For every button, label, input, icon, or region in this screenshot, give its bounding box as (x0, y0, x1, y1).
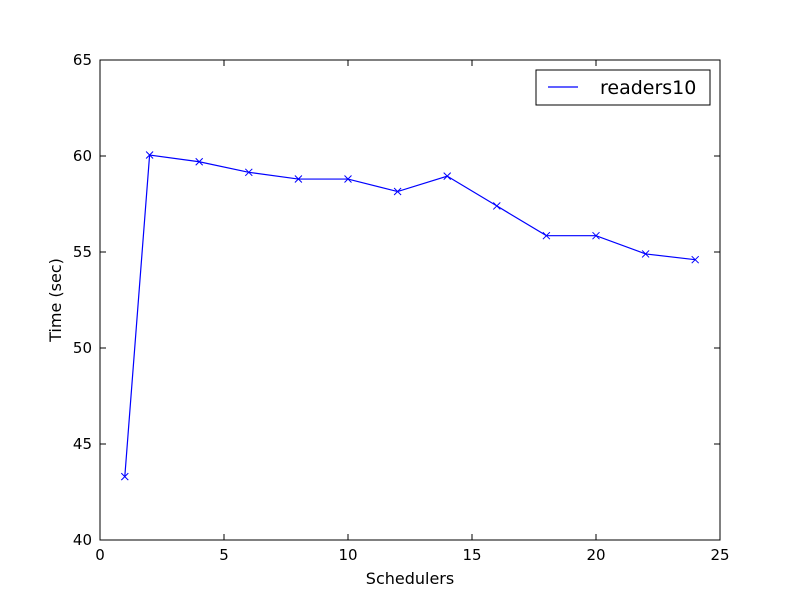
legend-entry-readers10: readers10 (600, 77, 696, 99)
plot-frame (99, 59, 721, 541)
x-axis-label: Schedulers (366, 569, 454, 588)
data-point (294, 175, 303, 183)
y-tick-label: 40 (73, 531, 92, 549)
data-point (542, 231, 551, 240)
x-tick-label: 25 (710, 546, 729, 564)
x-tick-label: 5 (219, 546, 229, 564)
data-point (195, 157, 204, 166)
data-point (641, 250, 650, 258)
y-tick-label: 60 (73, 147, 92, 165)
x-tick-label: 20 (586, 546, 605, 564)
data-point (492, 202, 501, 210)
legend: readers10 (535, 69, 711, 106)
y-tick-label: 65 (73, 51, 92, 69)
data-point (344, 175, 352, 183)
data-point (443, 172, 452, 181)
data-point (691, 255, 700, 264)
x-tick-label: 0 (95, 546, 105, 564)
data-point (244, 168, 253, 177)
y-axis-ticks: 40 45 50 55 60 65 (73, 51, 720, 549)
plot-marks (120, 151, 700, 481)
x-axis-ticks: 0 5 10 15 20 25 (95, 60, 730, 564)
y-tick-label: 55 (73, 243, 92, 261)
data-point (393, 187, 402, 196)
x-tick-label: 10 (338, 546, 357, 564)
data-point (145, 151, 154, 159)
y-tick-label: 45 (73, 435, 92, 453)
y-axis-label: Time (sec) (46, 258, 65, 343)
data-point (592, 231, 600, 240)
y-tick-label: 50 (73, 339, 92, 357)
data-point (120, 472, 129, 481)
x-tick-label: 15 (462, 546, 481, 564)
series-line-readers10 (124, 154, 696, 477)
